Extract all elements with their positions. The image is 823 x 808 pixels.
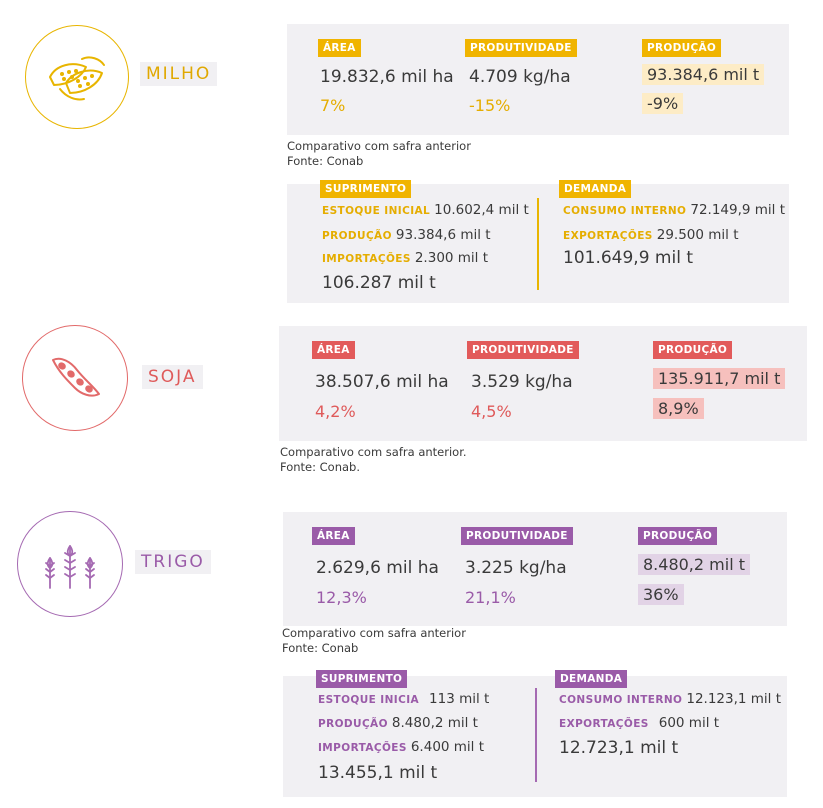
trigo-importacoes-value: 6.400 mil t	[410, 739, 485, 755]
milho-sup-producao-label: PRODUÇÃO	[322, 230, 392, 242]
trigo-producao-pct: 36%	[638, 584, 684, 605]
milho-balance-panel: SUPRIMENTO ESTOQUE INICIAL 10.602,4 mil t…	[287, 180, 789, 303]
trigo-balance-panel: SUPRIMENTO ESTOQUE INICIA 113 mil t PRODU…	[283, 670, 787, 797]
trigo-summary-panel: ÁREA 2.629,6 mil ha 12,3% PRODUTIVIDADE …	[283, 512, 787, 626]
milho-produtividade-tag: PRODUTIVIDADE	[465, 39, 577, 57]
milho-source-note: Comparativo com safra anterior Fonte: Co…	[287, 139, 471, 169]
trigo-sup-producao-row: PRODUÇÃO 8.480,2 mil t	[318, 715, 478, 731]
trigo-suprimento-total: 13.455,1 mil t	[318, 763, 438, 783]
soja-summary-panel: ÁREA 38.507,6 mil ha 4,2% PRODUTIVIDADE …	[279, 326, 807, 441]
milho-demanda-tag: DEMANDA	[559, 180, 632, 198]
corn-icon	[49, 56, 105, 101]
milho-estoque-label: ESTOQUE INICIAL	[322, 205, 431, 217]
soja-area-value: 38.507,6 mil ha	[315, 372, 449, 392]
trigo-consumo-value: 12.123,1 mil t	[686, 691, 782, 707]
trigo-suprimento-tag: SUPRIMENTO	[316, 670, 408, 688]
trigo-sup-producao-label: PRODUÇÃO	[318, 718, 388, 730]
trigo-exportacoes-row: EXPORTAÇÕES 600 mil t	[559, 715, 719, 731]
trigo-area-pct: 12,3%	[316, 588, 367, 607]
soja-icon-circle	[22, 325, 128, 431]
soja-producao-pct: 8,9%	[653, 398, 704, 419]
milho-note-line2: Fonte: Conab	[287, 154, 364, 168]
milho-estoque-row: ESTOQUE INICIAL 10.602,4 mil t	[322, 202, 529, 218]
soja-producao-tag: PRODUÇÃO	[653, 341, 733, 359]
trigo-estoque-value: 113 mil t	[429, 691, 490, 707]
milho-sup-producao-row: PRODUÇÃO 93.384,6 mil t	[322, 227, 491, 243]
trigo-area-tag: ÁREA	[312, 527, 355, 545]
trigo-consumo-row: CONSUMO INTERNO 12.123,1 mil t	[559, 691, 781, 707]
milho-note-line1: Comparativo com safra anterior	[287, 139, 471, 153]
trigo-demanda-total: 12.723,1 mil t	[559, 738, 679, 758]
milho-exportacoes-label: EXPORTAÇÕES	[563, 230, 653, 242]
trigo-demanda-tag: DEMANDA	[555, 670, 628, 688]
trigo-produtividade-pct: 21,1%	[465, 588, 516, 607]
milho-consumo-row: CONSUMO INTERNO 72.149,9 mil t	[563, 202, 785, 218]
trigo-area-value: 2.629,6 mil ha	[316, 558, 439, 578]
soja-section: SOJA ÁREA 38.507,6 mil ha 4,2% PRODUTIVI…	[0, 320, 823, 490]
soybean-pod-icon	[52, 357, 100, 397]
milho-suprimento-tag: SUPRIMENTO	[320, 180, 412, 198]
trigo-producao-value: 8.480,2 mil t	[638, 554, 750, 575]
trigo-produtividade-tag: PRODUTIVIDADE	[461, 527, 573, 545]
milho-estoque-value: 10.602,4 mil t	[434, 202, 529, 218]
milho-sup-producao-value: 93.384,6 mil t	[395, 227, 491, 243]
soja-area-pct: 4,2%	[315, 402, 356, 421]
trigo-icon-circle	[17, 511, 123, 617]
milho-area-value: 19.832,6 mil ha	[320, 67, 454, 87]
trigo-producao-tag: PRODUÇÃO	[638, 527, 718, 545]
milho-consumo-value: 72.149,9 mil t	[690, 202, 786, 218]
milho-importacoes-value: 2.300 mil t	[414, 250, 489, 266]
trigo-title: TRIGO	[135, 550, 211, 574]
trigo-estoque-row: ESTOQUE INICIA 113 mil t	[318, 691, 489, 707]
milho-produtividade-pct: -15%	[469, 96, 511, 115]
milho-importacoes-row: IMPORTAÇÕES 2.300 mil t	[322, 250, 488, 266]
milho-title: MILHO	[140, 62, 218, 86]
trigo-note-line1: Comparativo com safra anterior	[282, 626, 466, 640]
trigo-estoque-label: ESTOQUE INICIA	[318, 694, 420, 706]
milho-producao-pct: -9%	[642, 93, 684, 114]
trigo-sup-producao-value: 8.480,2 mil t	[391, 715, 478, 731]
trigo-exportacoes-value: 600 mil t	[658, 715, 720, 731]
trigo-exportacoes-label: EXPORTAÇÕES	[559, 718, 649, 730]
milho-produtividade-value: 4.709 kg/ha	[469, 67, 571, 87]
soja-produtividade-tag: PRODUTIVIDADE	[467, 341, 579, 359]
milho-producao-value: 93.384,6 mil t	[642, 64, 765, 85]
soja-produtividade-pct: 4,5%	[471, 402, 512, 421]
milho-producao-tag: PRODUÇÃO	[642, 39, 722, 57]
trigo-consumo-label: CONSUMO INTERNO	[559, 694, 683, 706]
trigo-importacoes-row: IMPORTAÇÕES 6.400 mil t	[318, 739, 484, 755]
soja-title: SOJA	[142, 365, 203, 389]
milho-consumo-label: CONSUMO INTERNO	[563, 205, 687, 217]
milho-divider	[537, 198, 539, 290]
soja-area-tag: ÁREA	[312, 341, 355, 359]
milho-icon-circle	[25, 25, 129, 129]
soja-source-note: Comparativo com safra anterior. Fonte: C…	[280, 445, 467, 475]
milho-area-pct: 7%	[320, 96, 346, 115]
milho-section: MILHO ÁREA 19.832,6 mil ha 7% PRODUTIVID…	[0, 0, 823, 305]
milho-exportacoes-row: EXPORTAÇÕES 29.500 mil t	[563, 227, 739, 243]
milho-demanda-total: 101.649,9 mil t	[563, 248, 693, 268]
milho-exportacoes-value: 29.500 mil t	[656, 227, 739, 243]
milho-summary-panel: ÁREA 19.832,6 mil ha 7% PRODUTIVIDADE 4.…	[287, 24, 789, 135]
trigo-divider	[535, 688, 537, 782]
trigo-produtividade-value: 3.225 kg/ha	[465, 558, 567, 578]
soja-producao-value: 135.911,7 mil t	[653, 368, 786, 389]
trigo-importacoes-label: IMPORTAÇÕES	[318, 742, 407, 754]
soja-note-line1: Comparativo com safra anterior.	[280, 445, 467, 459]
trigo-section: TRIGO ÁREA 2.629,6 mil ha 12,3% PRODUTIV…	[0, 505, 823, 805]
soja-note-line2: Fonte: Conab.	[280, 460, 361, 474]
trigo-note-line2: Fonte: Conab	[282, 641, 359, 655]
trigo-source-note: Comparativo com safra anterior Fonte: Co…	[282, 626, 466, 656]
wheat-icon	[45, 545, 95, 589]
milho-importacoes-label: IMPORTAÇÕES	[322, 253, 411, 265]
milho-suprimento-total: 106.287 mil t	[322, 273, 436, 293]
soja-produtividade-value: 3.529 kg/ha	[471, 372, 573, 392]
milho-area-tag: ÁREA	[318, 39, 361, 57]
